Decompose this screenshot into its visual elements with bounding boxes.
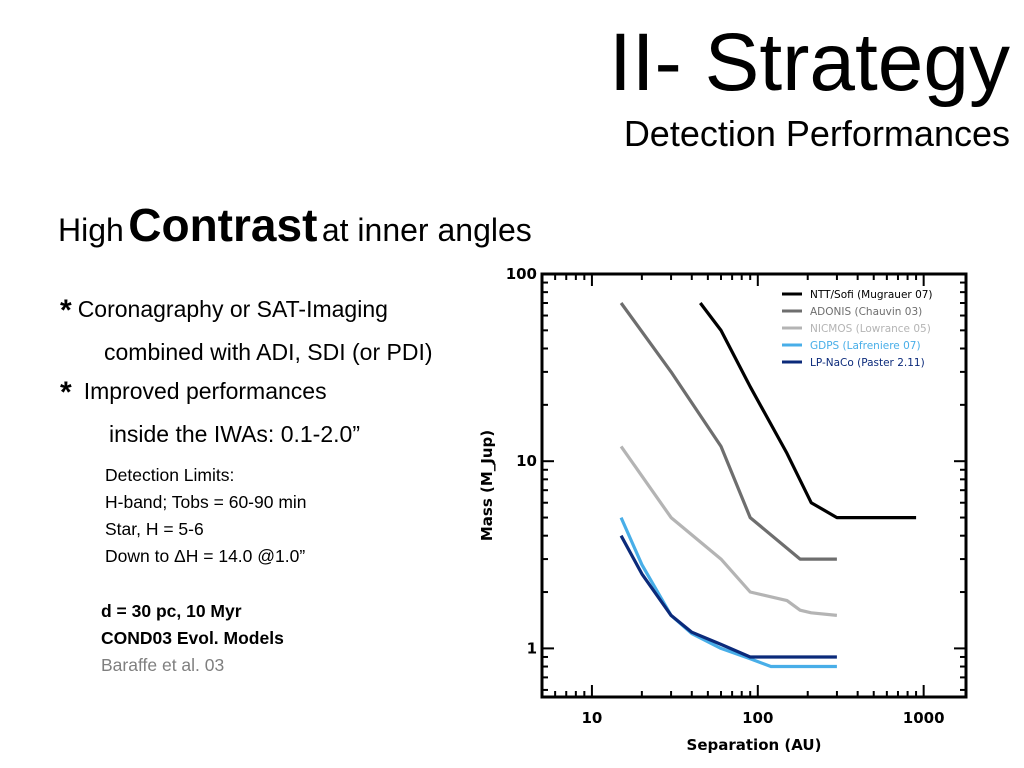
slide-title: II- Strategy (608, 17, 1010, 108)
chart-legend: NTT/Sofi (Mugrauer 07) ADONIS (Chauvin 03… (782, 289, 933, 369)
y-tick-label: 100 (506, 265, 537, 283)
bullet-line-2: inside the IWAs: 0.1-2.0” (109, 420, 360, 447)
legend-label: NICMOS (Lowrance 05) (810, 323, 931, 335)
bullet-item: * Improved performances inside the IWAs: … (60, 370, 360, 452)
limits-line: Star, H = 5-6 (105, 519, 204, 540)
y-tick-label: 10 (516, 452, 537, 470)
plot-frame (540, 272, 968, 699)
x-tick-label: 10 (581, 709, 602, 727)
legend-label: GDPS (Lafreniere 07) (810, 340, 921, 352)
limits-line: Down to ΔH = 14.0 @1.0” (105, 546, 306, 567)
x-tick-label: 100 (742, 709, 773, 727)
legend-label: NTT/Sofi (Mugrauer 07) (810, 289, 933, 301)
chart-series (619, 302, 917, 669)
legend-label: LP-NaCo (Paster 2.11) (810, 357, 925, 369)
asterisk-icon: * (60, 294, 72, 327)
model-reference: Baraffe et al. 03 (101, 655, 225, 676)
series-line-2 (619, 302, 837, 561)
heading-post: at inner angles (321, 212, 532, 248)
series-line-1 (699, 302, 917, 520)
model-info: d = 30 pc, 10 Myr COND03 Evol. Models Ba… (101, 598, 284, 679)
asterisk-icon: * (60, 376, 72, 409)
heading-emphasis: Contrast (128, 199, 318, 251)
bullet-line-1: Coronagraphy or SAT-Imaging (77, 296, 388, 322)
y-tick-label: 1 (527, 639, 537, 657)
bullet-item: * Coronagraphy or SAT-Imaging combined wi… (60, 288, 433, 370)
mass-separation-chart: 10 100 1000 1 10 100 Separation (AU) Mass (M_Ju… (478, 265, 968, 754)
x-tick-label: 1000 (903, 709, 945, 727)
legend-label: ADONIS (Chauvin 03) (810, 306, 922, 318)
limits-line: H-band; Tobs = 60-90 min (105, 492, 307, 513)
y-axis-label: Mass (M_Jup) (478, 430, 496, 541)
series-line-4 (619, 516, 837, 669)
x-axis-label: Separation (AU) (687, 736, 822, 754)
detection-limits: Detection Limits: H-band; Tobs = 60-90 m… (105, 462, 307, 571)
model-distance: d = 30 pc, 10 Myr (101, 601, 242, 621)
series-line-5 (619, 534, 837, 659)
bullet-line-2: combined with ADI, SDI (or PDI) (104, 338, 433, 365)
slide-subtitle: Detection Performances (623, 113, 1010, 154)
series-line-3 (619, 445, 838, 617)
heading-pre: High (58, 212, 124, 248)
chart-axes: 10 100 1000 1 10 100 Separation (AU) Mass (M_Ju… (478, 265, 968, 754)
model-evol: COND03 Evol. Models (101, 628, 284, 649)
bullet-line-1: Improved performances (83, 378, 327, 404)
section-heading: High Contrast at inner angles (58, 200, 532, 251)
limits-line: Detection Limits: (105, 465, 235, 485)
